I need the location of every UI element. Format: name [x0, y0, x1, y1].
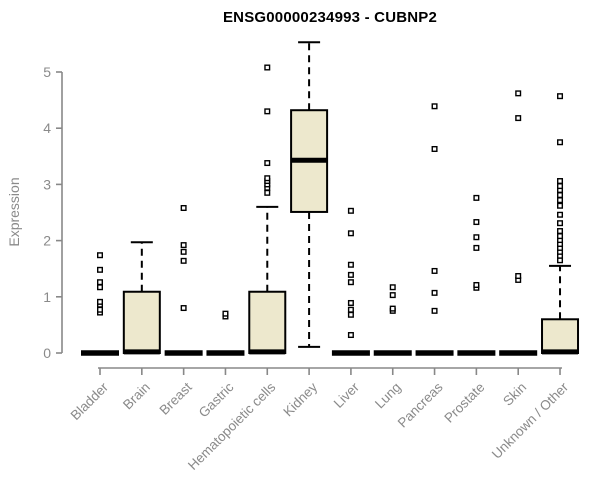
- y-tick-label: 3: [43, 176, 51, 192]
- outlier-point: [389, 305, 396, 312]
- outlier-point: [347, 207, 354, 214]
- outlier-point: [180, 257, 187, 264]
- outlier-point: [473, 281, 480, 288]
- outlier-point: [431, 289, 438, 296]
- box-pancreas: [415, 103, 454, 356]
- outlier-point: [473, 234, 480, 241]
- median-line: [331, 350, 370, 356]
- y-tick-label: 0: [43, 345, 51, 361]
- box-unknown-other: [541, 93, 580, 355]
- outlier-point: [264, 189, 271, 196]
- box-skin: [499, 90, 538, 356]
- box-breast: [164, 205, 203, 356]
- box-gastric: [206, 310, 245, 356]
- box-bladder: [81, 252, 119, 356]
- outlier-point: [264, 64, 271, 71]
- outlier-point: [347, 271, 354, 278]
- x-tick-label: Unknown / Other: [489, 379, 572, 462]
- x-tick-label: Skin: [500, 380, 529, 409]
- x-tick-label: Breast: [157, 379, 195, 417]
- x-tick-label: Brain: [120, 380, 153, 413]
- outlier-point: [96, 298, 103, 305]
- y-tick-label: 1: [43, 289, 51, 305]
- outlier-point: [347, 261, 354, 268]
- median-line: [373, 350, 412, 356]
- median-line: [499, 350, 538, 356]
- outlier-point: [264, 108, 271, 115]
- outlier-point: [557, 211, 564, 218]
- outlier-point: [473, 244, 480, 251]
- outlier-point: [473, 219, 480, 226]
- outlier-point: [431, 145, 438, 152]
- outlier-point: [347, 332, 354, 339]
- outlier-point: [180, 205, 187, 212]
- x-tick-label: Bladder: [68, 379, 112, 423]
- outlier-point: [557, 228, 564, 235]
- outlier-point: [515, 90, 522, 97]
- outlier-point: [515, 273, 522, 280]
- y-axis: 0 1 2 3 4 5: [43, 64, 63, 361]
- box-hematopoietic-cells: [248, 64, 287, 355]
- outlier-point: [473, 194, 480, 201]
- outlier-point: [347, 311, 354, 318]
- y-tick-label: 2: [43, 233, 51, 249]
- outlier-point: [180, 242, 187, 249]
- outlier-point: [96, 252, 103, 259]
- median-line: [81, 350, 119, 356]
- outlier-point: [264, 160, 271, 167]
- box-liver: [331, 207, 370, 356]
- outlier-point: [557, 233, 564, 240]
- outlier-point: [180, 305, 187, 312]
- outlier-point: [557, 220, 564, 227]
- outlier-point: [557, 178, 564, 185]
- outlier-point: [347, 306, 354, 313]
- median-line: [415, 350, 454, 356]
- iqr-box: [122, 290, 161, 355]
- outlier-point: [515, 115, 522, 122]
- box-lung: [373, 284, 412, 356]
- outlier-point: [557, 192, 564, 199]
- outlier-point: [347, 230, 354, 237]
- outlier-point: [431, 307, 438, 314]
- iqr-box: [541, 318, 580, 354]
- box-prostate: [457, 194, 496, 356]
- median-line: [206, 350, 245, 356]
- y-tick-label: 5: [43, 64, 51, 80]
- outlier-point: [557, 139, 564, 146]
- outlier-point: [389, 292, 396, 299]
- x-tick-label: Pancreas: [395, 379, 446, 430]
- outlier-point: [96, 279, 103, 286]
- outlier-point: [180, 248, 187, 255]
- outlier-point: [96, 306, 103, 313]
- outlier-point: [557, 202, 564, 209]
- median-line: [457, 350, 496, 356]
- iqr-box: [248, 290, 287, 355]
- y-tick-label: 4: [43, 120, 51, 136]
- box-kidney: [290, 41, 329, 348]
- outlier-point: [264, 175, 271, 182]
- x-tick-label: Kidney: [280, 379, 320, 419]
- box-brain: [122, 241, 161, 355]
- outlier-point: [347, 299, 354, 306]
- outlier-point: [96, 266, 103, 273]
- outlier-point: [557, 197, 564, 204]
- outlier-point: [389, 284, 396, 291]
- outlier-point: [431, 267, 438, 274]
- outlier-point: [347, 279, 354, 286]
- outlier-point: [96, 284, 103, 291]
- x-tick-label: Gastric: [196, 379, 237, 420]
- median-line: [164, 350, 203, 356]
- outlier-point: [222, 310, 229, 317]
- chart-title: ENSG00000234993 - CUBNP2: [222, 9, 438, 26]
- outlier-point: [557, 93, 564, 100]
- outlier-point: [557, 183, 564, 190]
- x-tick-label: Lung: [372, 380, 404, 412]
- x-tick-label: Liver: [331, 379, 363, 411]
- x-tick-label: Prostate: [441, 380, 487, 426]
- outlier-point: [431, 103, 438, 110]
